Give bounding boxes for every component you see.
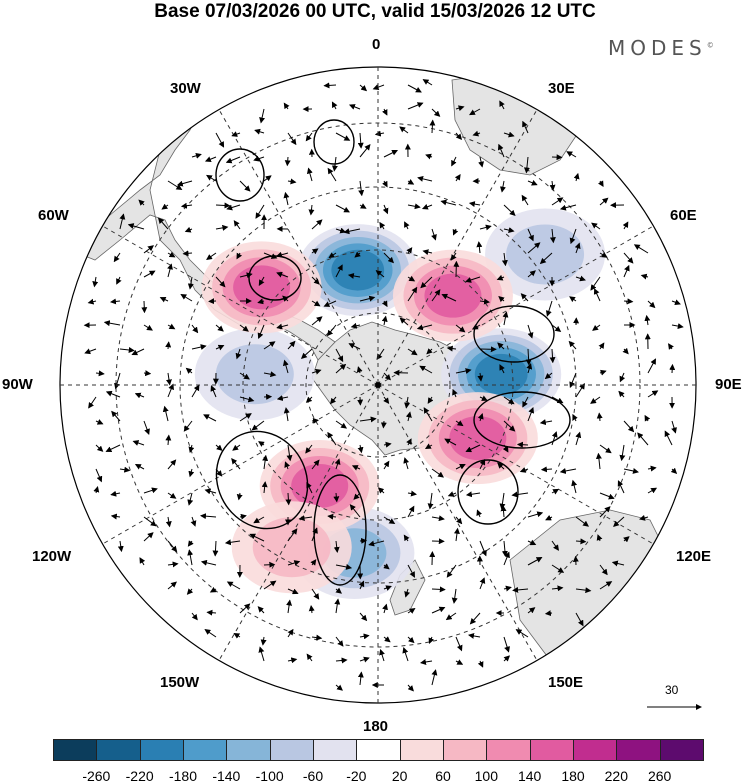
wind-arrow	[432, 121, 433, 134]
wind-arrow	[144, 301, 145, 312]
wind-arrow	[432, 589, 445, 590]
lon-label-60e: 60E	[670, 207, 697, 224]
colorbar-bin	[443, 739, 487, 761]
colorbar-bin	[660, 739, 704, 761]
anomaly-pink-60E	[418, 392, 538, 484]
colorbar-bin	[616, 739, 660, 761]
wind-arrow	[287, 157, 288, 165]
anomaly-blue-90W	[195, 328, 315, 420]
wind-arrow	[168, 342, 169, 349]
anomaly-pink-35W	[232, 501, 352, 593]
lon-label-180: 180	[363, 718, 388, 735]
colorbar-bin	[530, 739, 574, 761]
lon-label-30e: 30E	[548, 80, 575, 97]
wind-arrow	[624, 301, 632, 302]
lon-label-120w: 120W	[32, 548, 71, 565]
wind-arrow	[288, 493, 289, 504]
lon-label-90w: 90W	[2, 376, 33, 393]
colorbar-bin	[140, 739, 184, 761]
lon-label-30w: 30W	[170, 80, 201, 97]
colorbar-bin	[270, 739, 314, 761]
colorbar-bin	[573, 739, 617, 761]
wind-arrow	[542, 469, 552, 470]
madagascar	[598, 112, 620, 150]
lon-label-0: 0	[372, 36, 380, 53]
colorbar-bin	[400, 739, 444, 761]
wind-arrow	[546, 613, 552, 614]
lon-label-90e: 90E	[715, 376, 742, 393]
colorbar-bin	[183, 739, 227, 761]
colorbar-bin	[313, 739, 357, 761]
wind-arrow	[383, 421, 384, 428]
colorbar-bin	[356, 739, 400, 761]
south-pole-marker	[375, 382, 381, 388]
colorbar-bin	[226, 739, 270, 761]
lon-label-150w: 150W	[160, 674, 199, 691]
wind-arrow	[264, 565, 274, 566]
wind-arrow	[672, 365, 673, 373]
wind-arrow	[324, 85, 336, 86]
colorbar-tick-label: 260	[635, 768, 685, 784]
colorbar	[53, 739, 703, 761]
wind-arrow	[216, 205, 230, 206]
anomaly-pink-130W	[202, 241, 322, 333]
wind-arrow	[144, 373, 150, 374]
wind-arrow	[360, 541, 366, 542]
colorbar-bin	[486, 739, 530, 761]
reference-vector: 30	[645, 683, 705, 713]
wind-arrow	[207, 612, 216, 613]
colorbar-bin	[53, 739, 97, 761]
lon-label-60w: 60W	[38, 207, 69, 224]
wind-arrow	[518, 444, 528, 445]
wind-arrow	[576, 541, 585, 542]
colorbar-bin	[96, 739, 140, 761]
lon-label-150e: 150E	[548, 674, 583, 691]
lon-label-120e: 120E	[676, 548, 711, 565]
